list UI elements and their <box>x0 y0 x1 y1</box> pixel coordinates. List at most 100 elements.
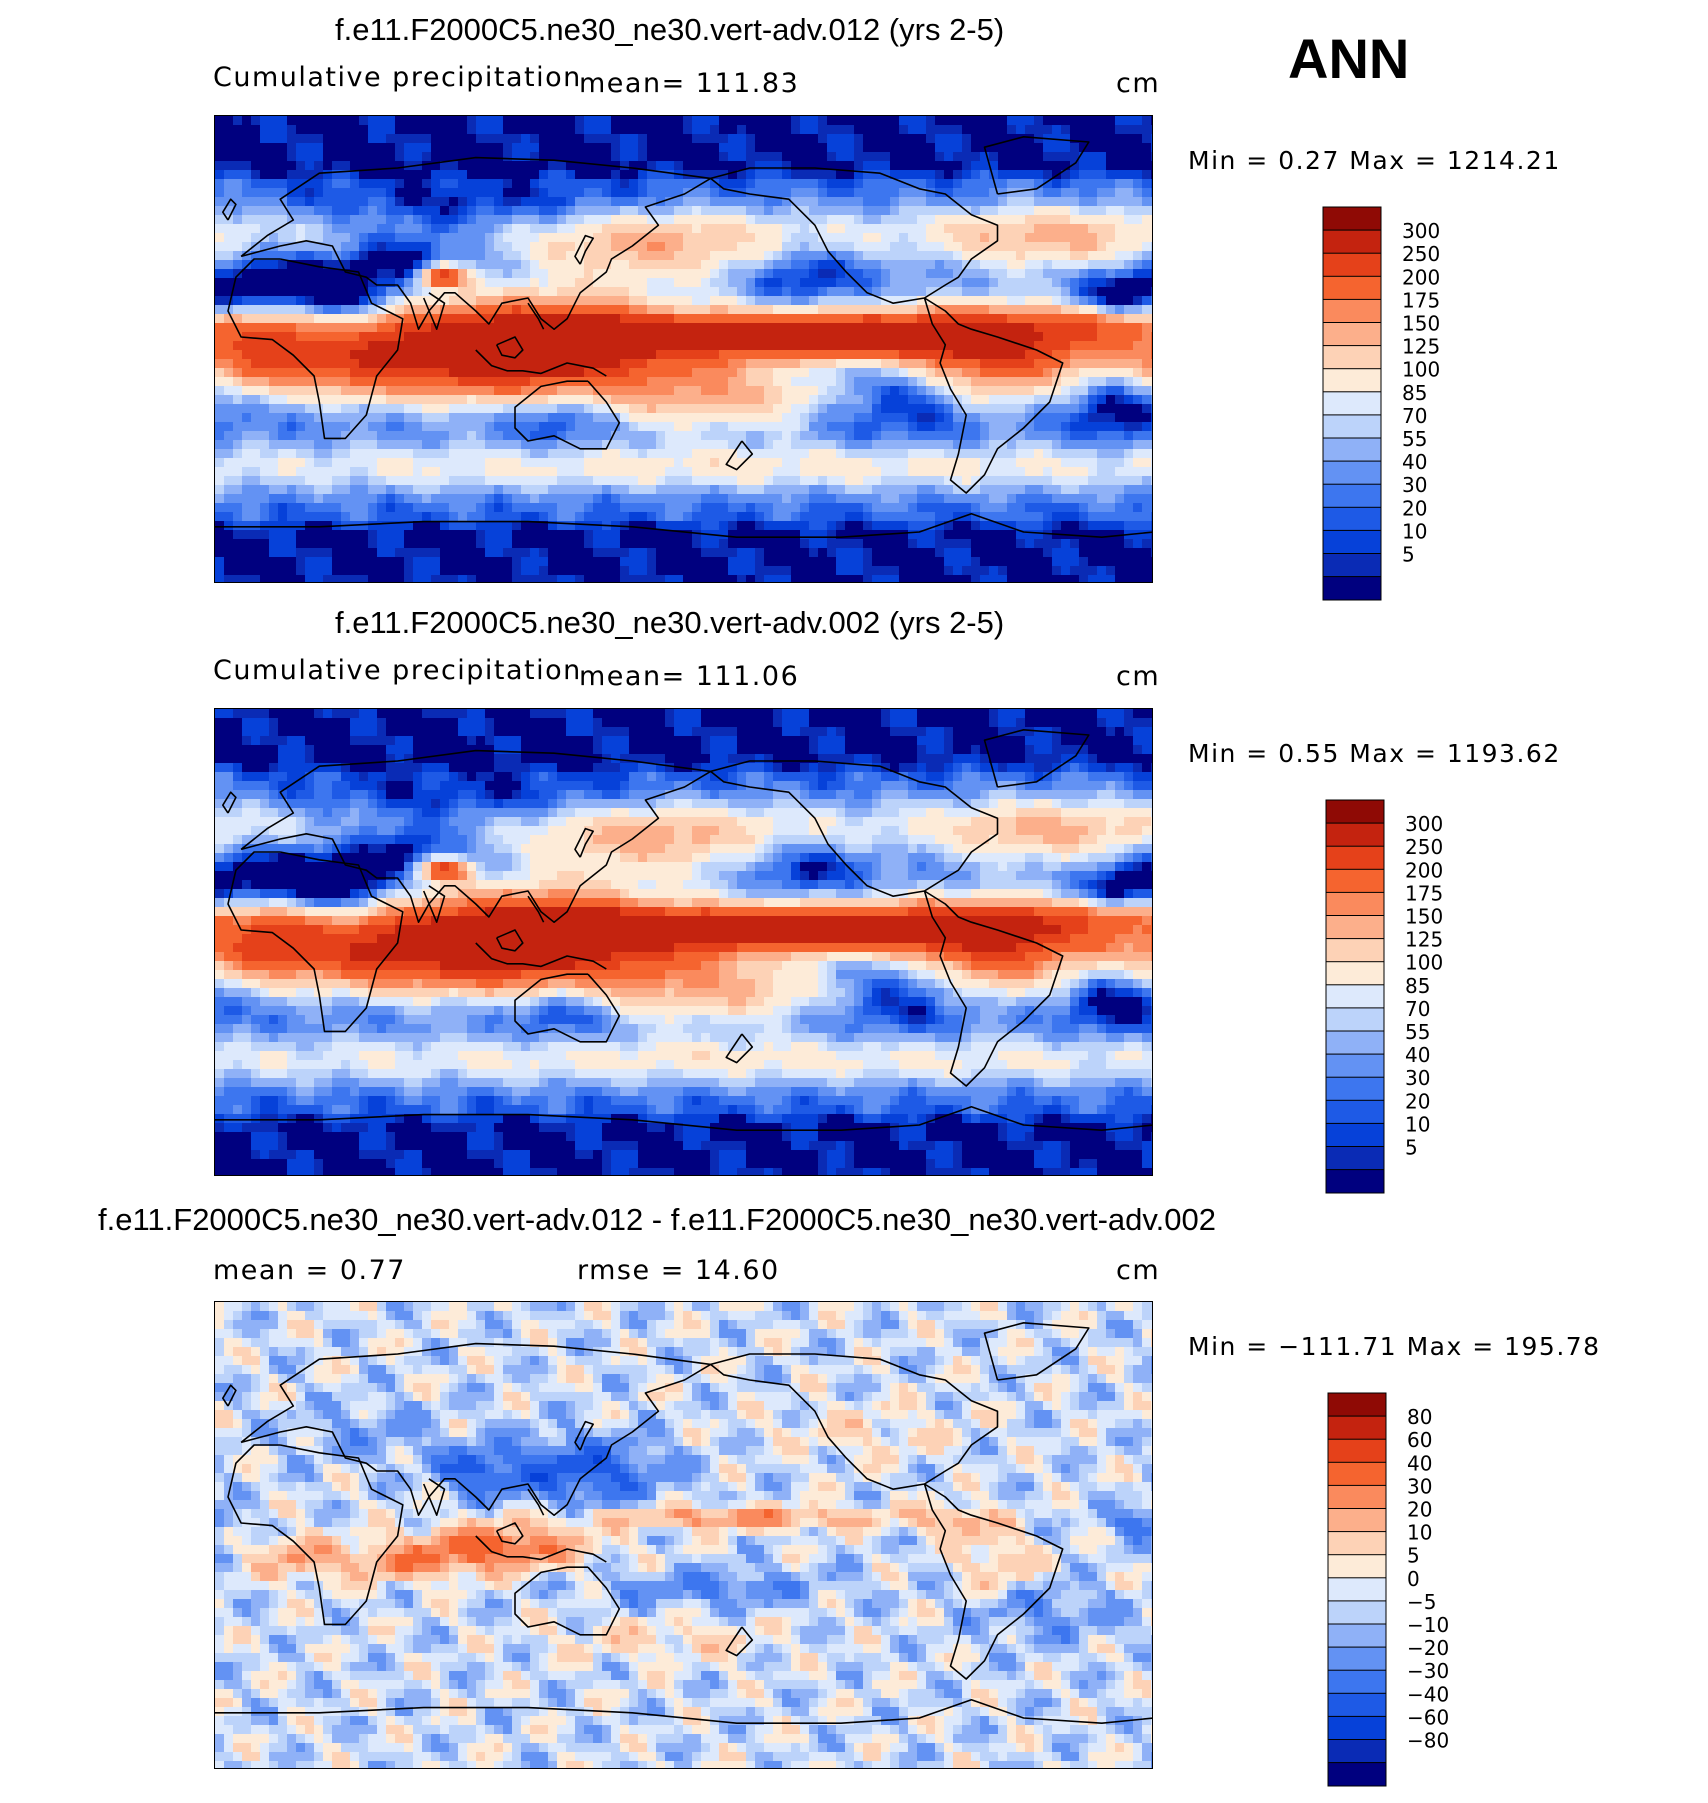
colorbar-box <box>1327 1600 1387 1625</box>
coastlines <box>215 136 1152 538</box>
colorbar-box <box>1327 1415 1387 1440</box>
colorbar-box <box>1322 206 1382 231</box>
colorbar-box <box>1327 1715 1387 1741</box>
colorbar-box <box>1327 1692 1387 1718</box>
colorbar-tick-label: 30 <box>1402 473 1427 497</box>
colorbar-tick-label: 85 <box>1405 974 1430 998</box>
colorbar-tick-label: 55 <box>1402 427 1427 451</box>
colorbar-tick-label: −40 <box>1407 1682 1449 1706</box>
colorbar-box <box>1322 437 1382 462</box>
panel-2-map <box>214 708 1153 1176</box>
colorbar-box <box>1322 553 1382 578</box>
colorbar-box <box>1325 1122 1385 1148</box>
colorbar-box <box>1325 868 1385 894</box>
colorbar-box <box>1327 1623 1387 1648</box>
colorbar-tick-label: 5 <box>1402 543 1415 567</box>
colorbar-tick-label: 175 <box>1402 288 1440 312</box>
colorbar-tick-label: 5 <box>1407 1544 1420 1568</box>
colorbar-box <box>1327 1508 1387 1533</box>
field-cells <box>215 709 1152 1175</box>
field-cells <box>215 1302 1152 1768</box>
panel-2-mean: mean= 111.06 <box>579 661 800 692</box>
colorbar-box <box>1327 1438 1387 1464</box>
colorbar-tick-label: 150 <box>1405 905 1443 929</box>
colorbar-tick-label: 70 <box>1402 404 1427 428</box>
panel-3-colorbar: 80 60 40 30 20 10 5 0 −5 −10 −20 −30 −40 −60 −80 <box>1327 1392 1467 1790</box>
colorbar-box <box>1327 1554 1387 1579</box>
colorbar-tick-label: 125 <box>1405 928 1443 952</box>
colorbar-tick-label: 250 <box>1402 242 1440 266</box>
colorbar-box <box>1322 529 1382 555</box>
coastlines <box>215 729 1152 1131</box>
colorbar-box <box>1325 1053 1385 1079</box>
panel-1-title: f.e11.F2000C5.ne30_ne30.vert-adv.012 (yr… <box>335 12 1005 47</box>
colorbar-box <box>1325 822 1385 847</box>
colorbar-box <box>1322 576 1382 601</box>
colorbar-tick-label: 175 <box>1405 881 1443 905</box>
colorbar-box <box>1322 483 1382 509</box>
panel-2-units: cm <box>1116 661 1161 692</box>
panel-2-minmax: Min = 0.55 Max = 1193.62 <box>1188 739 1561 768</box>
colorbar-box <box>1327 1577 1387 1602</box>
colorbar-box <box>1325 891 1385 917</box>
colorbar-tick-label: 100 <box>1402 358 1440 382</box>
season-label: ANN <box>1288 27 1410 90</box>
colorbar-tick-label: 20 <box>1405 1089 1430 1113</box>
colorbar-box <box>1327 1484 1387 1510</box>
colorbar-tick-label: 200 <box>1402 265 1440 289</box>
colorbar-tick-label: 55 <box>1405 1020 1430 1044</box>
colorbar-box <box>1322 275 1382 301</box>
colorbar-box <box>1325 1099 1385 1125</box>
colorbar-box <box>1325 1007 1385 1032</box>
colorbar-box <box>1322 252 1382 278</box>
panel-2-colorbar: 300 250 200 175 150 125 100 85 70 55 40 30 20 10 5 <box>1325 799 1465 1197</box>
colorbar-tick-label: 40 <box>1402 450 1427 474</box>
colorbar-box <box>1325 961 1385 986</box>
colorbar-tick-label: 30 <box>1407 1474 1432 1498</box>
colorbar-box <box>1325 845 1385 871</box>
colorbar-tick-label: 20 <box>1407 1498 1432 1522</box>
colorbar-box <box>1322 345 1382 370</box>
colorbar-tick-label: 10 <box>1402 519 1427 543</box>
colorbar-box <box>1322 506 1382 532</box>
colorbar-tick-label: 40 <box>1405 1043 1430 1067</box>
colorbar-box <box>1327 1392 1387 1417</box>
colorbar-box <box>1327 1762 1387 1787</box>
colorbar-box <box>1322 368 1382 393</box>
panel-3-rmse: rmse = 14.60 <box>577 1255 780 1286</box>
colorbar-box <box>1325 984 1385 1009</box>
panel-3-units: cm <box>1116 1255 1161 1286</box>
panel-1-variable: Cumulative precipitation <box>213 62 582 93</box>
colorbar-box <box>1322 391 1382 416</box>
colorbar-tick-label: −30 <box>1407 1659 1449 1683</box>
colorbar-tick-label: 70 <box>1405 997 1430 1021</box>
colorbar-tick-label: 20 <box>1402 496 1427 520</box>
coastlines <box>215 1322 1152 1724</box>
colorbar-tick-label: 150 <box>1402 312 1440 336</box>
colorbar-box <box>1322 298 1382 324</box>
colorbar-box <box>1322 229 1382 254</box>
colorbar-box <box>1327 1646 1387 1672</box>
panel-3-mean: mean = 0.77 <box>213 1255 406 1286</box>
colorbar-box <box>1325 938 1385 963</box>
colorbar-box <box>1327 1531 1387 1556</box>
colorbar-tick-label: 125 <box>1402 335 1440 359</box>
colorbar-box <box>1325 1169 1385 1194</box>
field-cells <box>215 116 1152 582</box>
colorbar-box <box>1327 1461 1387 1487</box>
colorbar-box <box>1325 799 1385 824</box>
panel-3-minmax: Min = −111.71 Max = 195.78 <box>1188 1332 1601 1361</box>
colorbar-tick-label: 30 <box>1405 1066 1430 1090</box>
colorbar-tick-label: 200 <box>1405 858 1443 882</box>
colorbar-tick-label: 100 <box>1405 951 1443 975</box>
panel-2-variable: Cumulative precipitation <box>213 655 582 686</box>
panel-3-title: f.e11.F2000C5.ne30_ne30.vert-adv.012 - f… <box>98 1202 1216 1237</box>
colorbar-box <box>1322 460 1382 486</box>
colorbar-tick-label: −20 <box>1407 1636 1449 1660</box>
colorbar-box <box>1327 1739 1387 1764</box>
panel-2-title: f.e11.F2000C5.ne30_ne30.vert-adv.002 (yr… <box>335 605 1005 640</box>
colorbar-tick-label: 0 <box>1407 1567 1420 1591</box>
colorbar-tick-label: 80 <box>1407 1405 1432 1429</box>
panel-1-colorbar: 300 250 200 175 150 125 100 85 70 55 40 30 20 10 5 <box>1322 206 1462 604</box>
panel-1-map <box>214 115 1153 583</box>
